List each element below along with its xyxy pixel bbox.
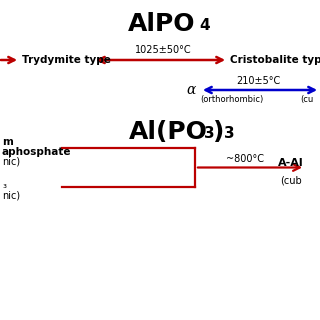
Text: 3: 3 (204, 126, 215, 141)
Text: ₃: ₃ (2, 180, 6, 190)
Text: AlPO: AlPO (128, 12, 196, 36)
Text: 210±5°C: 210±5°C (236, 76, 280, 86)
Text: aphosphate: aphosphate (2, 147, 71, 157)
Text: 1025±50°C: 1025±50°C (135, 45, 191, 55)
Text: Trydymite type: Trydymite type (22, 55, 111, 65)
Text: 4: 4 (199, 18, 210, 33)
Text: (cu: (cu (300, 95, 313, 104)
Text: 3: 3 (224, 126, 235, 141)
Text: A-Al: A-Al (278, 158, 304, 169)
Text: (cub: (cub (280, 175, 302, 186)
Text: Cristobalite typ: Cristobalite typ (230, 55, 320, 65)
Text: α: α (187, 83, 196, 97)
Text: ): ) (213, 120, 224, 144)
Text: nic): nic) (2, 190, 20, 200)
Text: (orthorhombic): (orthorhombic) (200, 95, 263, 104)
Text: m: m (2, 137, 13, 147)
Text: Al(PO: Al(PO (129, 120, 207, 144)
Text: ~800°C: ~800°C (226, 154, 264, 164)
Text: nic): nic) (2, 157, 20, 167)
